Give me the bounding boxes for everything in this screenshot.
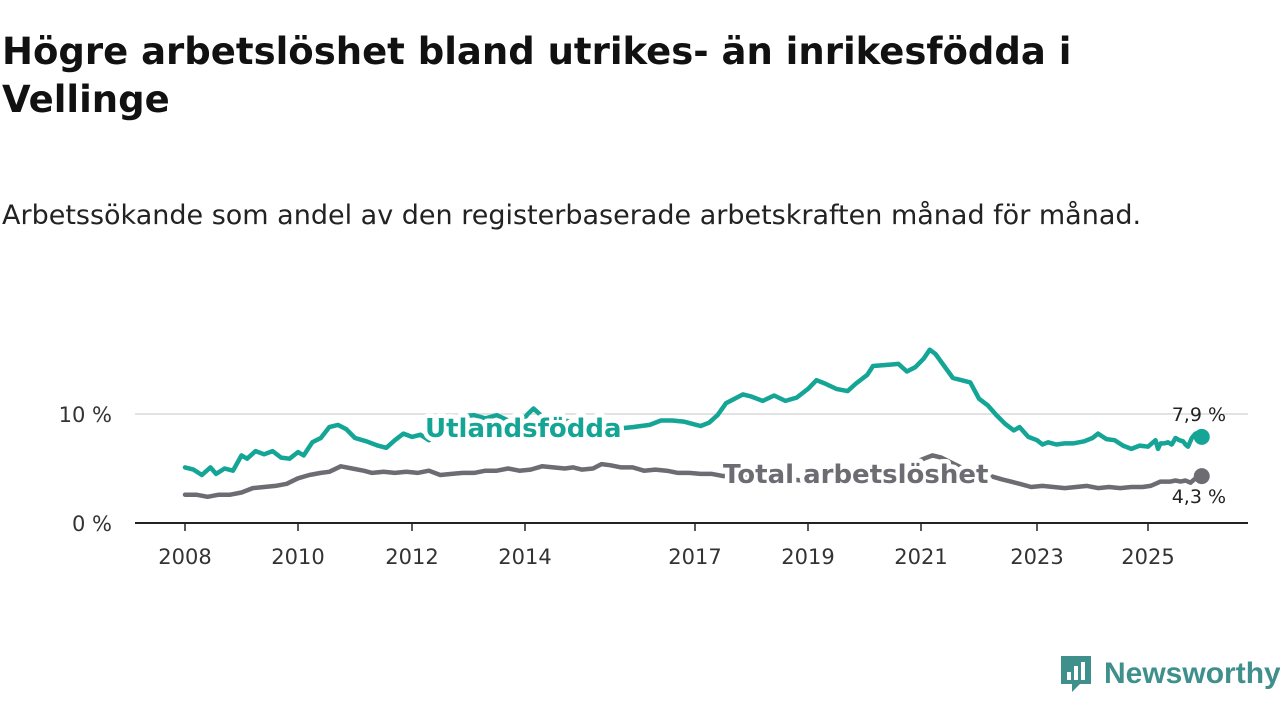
x-tick-label: 2019	[781, 545, 834, 569]
newsworthy-logo-icon	[1061, 656, 1091, 692]
y-tick-label: 10 %	[59, 403, 112, 427]
x-tick-label: 2021	[894, 545, 947, 569]
axis-layer: 0 % 10 % 2008 2010 2012 2014 2017 2019 2021 2023 2…	[59, 403, 1248, 569]
brand: Newsworthy	[1058, 654, 1280, 694]
x-tick-label: 2023	[1010, 545, 1063, 569]
total-unemployment-end-dot	[1193, 468, 1210, 485]
brand-name: Newsworthy	[1104, 657, 1280, 690]
series-label-foreign-born: Utlandsfödda	[425, 414, 622, 444]
end-label-foreign-born: 7,9 %	[1172, 404, 1226, 426]
foreign-born-end-dot	[1193, 428, 1210, 445]
x-tick-label: 2017	[668, 545, 721, 569]
x-tick-label: 2008	[158, 545, 211, 569]
x-tick-label: 2010	[271, 545, 324, 569]
x-tick-label: 2014	[498, 545, 551, 569]
foreign-born-line	[182, 347, 1205, 478]
total-unemployment-line	[182, 453, 1205, 500]
y-tick-label: 0 %	[72, 512, 112, 536]
x-tick-label: 2012	[385, 545, 438, 569]
end-label-total: 4,3 %	[1172, 486, 1226, 508]
chart-title: Högre arbetslöshet bland utrikes- än inr…	[2, 30, 1072, 121]
chart-subtitle: Arbetssökande som andel av den registerb…	[2, 200, 1142, 231]
series-layer	[182, 347, 1210, 500]
x-tick-label: 2025	[1121, 545, 1174, 569]
label-layer: Utlandsfödda Total arbetslöshet 7,9 % 4,3 %	[421, 404, 1227, 508]
series-label-total: Total arbetslöshet	[723, 460, 988, 490]
